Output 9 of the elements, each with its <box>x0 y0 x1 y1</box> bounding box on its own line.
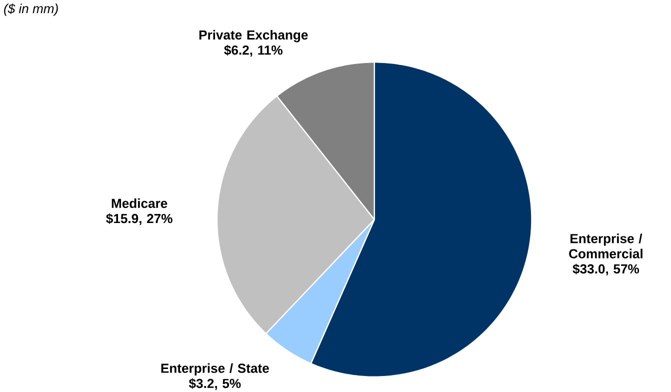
slice-label: Enterprise / State <box>161 363 269 376</box>
slice-label: Private Exchange <box>199 30 308 42</box>
slice-label: Enterprise / Commercial <box>569 234 642 258</box>
data-label: $33.0, 57% <box>572 264 640 276</box>
data-label: $15.9, 27% <box>106 213 172 226</box>
chart-subtitle: ($ in mm) <box>4 3 58 16</box>
data-label: $6.2, 11% <box>224 44 282 57</box>
data-label: $3.2, 5% <box>188 378 241 390</box>
slice-label: Medicare <box>112 198 168 208</box>
